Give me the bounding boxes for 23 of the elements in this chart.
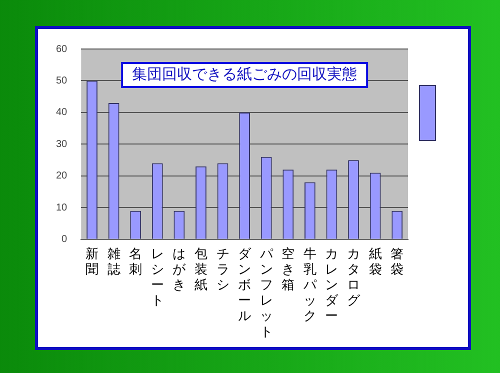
y-tick-label: 20 (56, 170, 68, 182)
x-tick-label: ダンボール (238, 246, 252, 324)
x-tick-label: 新聞 (86, 246, 99, 276)
x-tick-label: 紙袋 (368, 246, 382, 276)
x-tick-label: 空き箱 (282, 246, 295, 292)
x-tick-label: 名刺 (129, 246, 142, 276)
x-tick-label: 箸袋 (390, 246, 404, 276)
y-tick-label: 50 (56, 75, 68, 86)
x-tick-label: チラシ (216, 246, 230, 292)
x-tick-label: カレンダー (325, 246, 340, 324)
x-tick-label: 牛乳パック (302, 246, 318, 324)
x-tick-label: パンフレット (258, 246, 274, 339)
x-tick-label: カタログ (347, 246, 362, 308)
x-tick-label: はがき (172, 246, 187, 292)
text: 集団回収できる紙ごみの回収実態 (132, 64, 358, 83)
y-tick-label: 0 (62, 234, 68, 246)
y-tick-label: 10 (56, 202, 68, 214)
x-tick-label: 雑誌 (107, 246, 120, 276)
x-tick-label: 包装紙 (194, 246, 208, 292)
x-tick-label: レシート (150, 246, 164, 308)
y-tick-label: 60 (56, 44, 68, 55)
y-tick-label: 30 (56, 138, 68, 150)
y-tick-label: 40 (56, 107, 68, 118)
